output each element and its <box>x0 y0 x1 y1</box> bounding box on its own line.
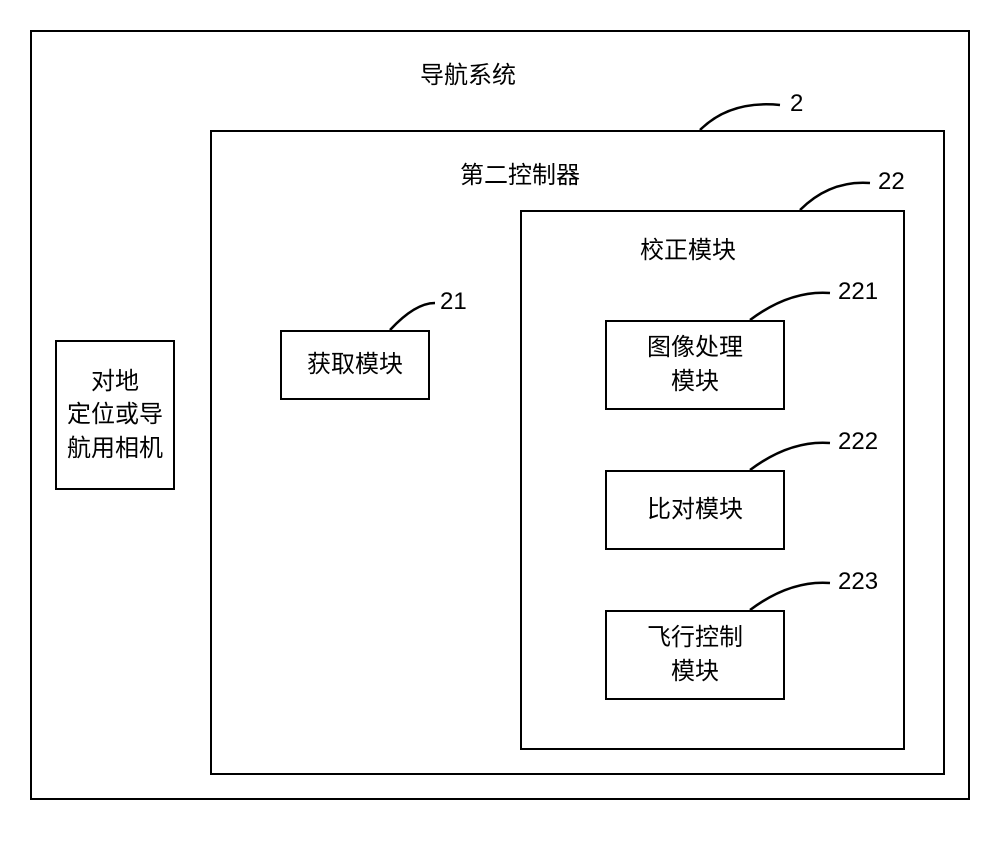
compare-label: 222 <box>838 428 878 456</box>
compare-box-text: 比对模块 <box>647 493 743 527</box>
flight-ctrl-box: 飞行控制模块 <box>605 610 785 700</box>
correction-label: 22 <box>878 168 905 196</box>
flight-ctrl-label: 223 <box>838 568 878 596</box>
correction-module-title: 校正模块 <box>640 230 736 265</box>
compare-box: 比对模块 <box>605 470 785 550</box>
acquire-box-text: 获取模块 <box>307 348 403 382</box>
flight-ctrl-text: 飞行控制模块 <box>647 621 743 688</box>
image-proc-label: 221 <box>838 278 878 306</box>
controller-label: 2 <box>790 90 803 118</box>
acquire-box: 获取模块 <box>280 330 430 400</box>
acquire-label: 21 <box>440 288 467 316</box>
image-proc-text: 图像处理模块 <box>647 331 743 398</box>
controller-title: 第二控制器 <box>460 155 580 190</box>
camera-box: 对地定位或导航用相机 <box>55 340 175 490</box>
outer-title: 导航系统 <box>420 55 516 90</box>
camera-box-text: 对地定位或导航用相机 <box>67 365 163 466</box>
image-proc-box: 图像处理模块 <box>605 320 785 410</box>
